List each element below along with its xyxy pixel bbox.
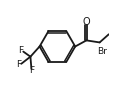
Text: F: F [17,60,22,69]
Text: Br: Br [98,47,107,56]
Text: F: F [19,46,24,55]
Text: F: F [29,66,34,75]
Text: O: O [83,17,90,27]
